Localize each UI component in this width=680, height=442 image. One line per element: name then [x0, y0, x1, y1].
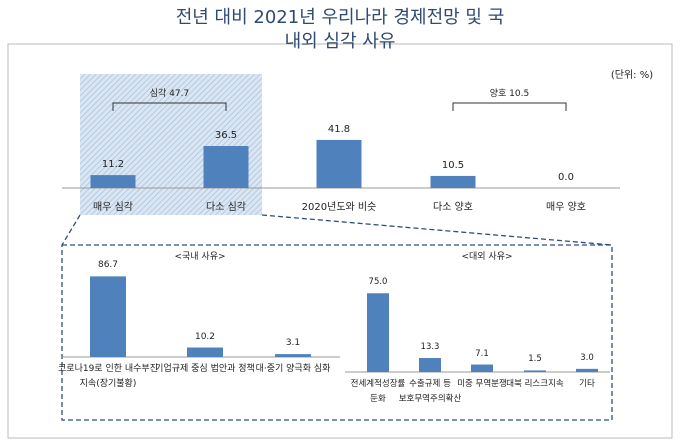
category-label: 2020년도와 비슷	[301, 202, 377, 213]
bar	[419, 358, 441, 372]
highlight	[80, 74, 262, 215]
category-label: 대·중기 양극화 심화	[255, 364, 331, 374]
bar	[90, 276, 126, 357]
bar	[316, 139, 362, 188]
value-label: 75.0	[368, 277, 388, 288]
bar	[203, 146, 249, 188]
value-label: 10.2	[194, 331, 216, 342]
bar	[524, 370, 546, 372]
category-label: 매우 심각	[93, 202, 133, 213]
bracket	[112, 102, 227, 111]
category-label: 매우 양호	[546, 202, 586, 213]
annotation: 심각 47.7	[149, 89, 190, 99]
category-label: 기타	[579, 379, 595, 389]
annotation: 양호 10.5	[489, 89, 530, 99]
unit-label: (단위: %)	[610, 70, 654, 81]
category-label: 기업규제 중심 법안과 정책	[155, 364, 255, 374]
bar	[576, 368, 598, 372]
bracket	[452, 102, 567, 111]
value-label: 1.5	[528, 354, 542, 365]
zoom-line	[61, 214, 81, 246]
frame	[7, 43, 673, 439]
bar	[471, 364, 493, 372]
bar	[367, 293, 389, 372]
panel-title: <대외 사유>	[461, 252, 513, 262]
zoom-line	[261, 214, 613, 246]
bar	[187, 347, 223, 357]
detail-box	[61, 244, 613, 421]
category-label: 대북 리스크지속	[506, 379, 564, 389]
category-label: 다소 심각	[206, 202, 246, 213]
value-label: 7.1	[475, 348, 489, 359]
value-label: 3.1	[285, 338, 301, 349]
value-label: 0.0	[558, 172, 574, 183]
bar	[275, 354, 311, 357]
value-label: 41.8	[327, 123, 351, 135]
value-label: 13.3	[420, 342, 440, 353]
value-label: 86.7	[97, 260, 119, 271]
value-label: 10.5	[441, 159, 465, 171]
category-label: 미중 무역분쟁	[457, 379, 507, 389]
category-label: 코로나19로 인한 내수부진 지속(장기불황)	[58, 364, 158, 389]
chart-title: 전년 대비 2021년 우리나라 경제전망 및 국내외 심각 사유	[175, 7, 505, 52]
bar	[430, 175, 476, 188]
category-label: 전세계적성장률 둔화	[350, 379, 406, 404]
value-label: 36.5	[214, 130, 238, 142]
category-label: 수출규제 등 보호무역주의확산	[398, 379, 462, 404]
category-label: 다소 양호	[433, 202, 473, 213]
panel-title: <국내 사유>	[174, 252, 226, 262]
value-label: 11.2	[101, 159, 125, 171]
value-label: 3.0	[580, 352, 594, 363]
bar	[90, 175, 136, 188]
